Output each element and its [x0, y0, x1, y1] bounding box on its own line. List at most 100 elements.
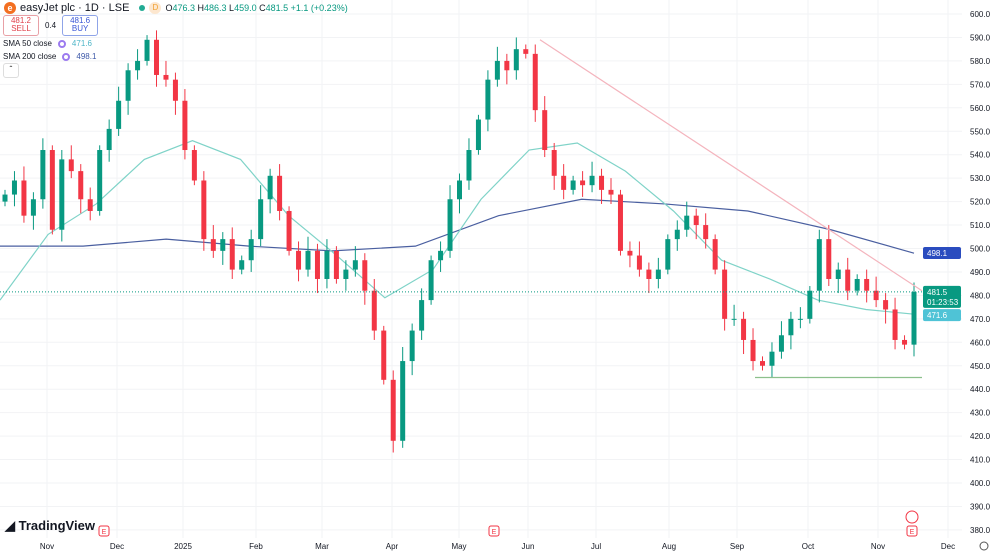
- sma50-line: [0, 139, 915, 315]
- candle-body: [580, 180, 586, 186]
- y-tick-label: 550.0: [970, 127, 991, 136]
- candle-body: [665, 239, 671, 270]
- earnings-icon: [488, 525, 500, 537]
- x-tick-label: May: [451, 542, 466, 551]
- x-tick-label: Sep: [730, 542, 745, 551]
- symbol-header: e easyJet plc · 1D · LSE D O476.3 H486.3…: [4, 2, 348, 14]
- candle-body: [816, 239, 822, 291]
- candle-body: [59, 159, 65, 230]
- candle-body: [542, 110, 548, 151]
- easyjet-logo: e: [4, 2, 16, 14]
- y-tick-label: 600.0: [970, 10, 991, 19]
- candle-body: [144, 39, 150, 61]
- sell-price: 481.2: [10, 16, 32, 25]
- indicator-settings-icon[interactable]: [57, 39, 66, 48]
- indicator-settings-icon[interactable]: [62, 52, 71, 61]
- earnings-marker: E: [102, 529, 107, 536]
- candle-body: [97, 150, 103, 211]
- candle-body: [674, 229, 680, 240]
- y-tick-label: 420.0: [970, 432, 991, 441]
- change-value: +1.1 (+0.23%): [290, 3, 348, 13]
- candle-body: [210, 239, 216, 251]
- buy-label: BUY: [71, 24, 89, 33]
- x-tick-label: Aug: [662, 542, 676, 551]
- indicator-sma50[interactable]: SMA 50 close 471.6: [3, 39, 92, 48]
- candle-body: [220, 239, 226, 251]
- candle-body: [343, 269, 349, 279]
- trade-panel: 481.2 SELL 0.4 481.6 BUY: [3, 15, 99, 36]
- ohlc-values: O476.3 H486.3 L459.0 C481.5 +1.1 (+0.23%…: [165, 3, 347, 13]
- candle-body: [902, 339, 908, 345]
- earnings-marker: E: [492, 529, 497, 536]
- y-tick-label: 380.0: [970, 526, 991, 535]
- candle-body: [627, 250, 633, 256]
- candle-body: [712, 239, 718, 270]
- candle-body: [286, 210, 292, 251]
- candle-body: [599, 175, 605, 190]
- earnings-icon: [906, 525, 918, 537]
- candle-body: [589, 175, 595, 186]
- low-label: L: [229, 3, 235, 13]
- candle-body: [296, 250, 302, 270]
- candle-body: [722, 269, 728, 319]
- x-tick-label: 2025: [174, 542, 192, 551]
- candle-body: [419, 300, 425, 331]
- candle-body: [760, 361, 765, 366]
- sell-label: SELL: [11, 24, 31, 33]
- indicator-sma200[interactable]: SMA 200 close 498.1: [3, 52, 96, 61]
- candle-body: [778, 335, 784, 352]
- y-tick-label: 500.0: [970, 245, 991, 254]
- sma50-price-label-bg: [923, 309, 961, 322]
- sma50-price-label: 471.6: [927, 311, 948, 320]
- candle-body: [769, 351, 775, 366]
- y-tick-label: 560.0: [970, 104, 991, 113]
- x-tick-label: Mar: [315, 542, 329, 551]
- candle-body: [797, 318, 803, 320]
- sma200-price-label-bg: [923, 246, 961, 259]
- y-tick-label: 460.0: [970, 338, 991, 347]
- indicator-label: SMA 200 close: [3, 52, 57, 61]
- candle-body: [400, 361, 406, 441]
- candle-body: [608, 189, 614, 195]
- candle-body: [314, 250, 320, 279]
- candle-body: [106, 128, 112, 151]
- candle-body: [807, 290, 813, 319]
- candle-body: [617, 194, 623, 251]
- earnings-icon: [98, 525, 110, 537]
- low-value: 459.0: [234, 3, 257, 13]
- candle-body: [636, 255, 642, 270]
- candle-body: [2, 194, 8, 202]
- spread: 0.4: [45, 21, 57, 30]
- buy-button[interactable]: 481.6 BUY: [62, 15, 99, 36]
- candle-body: [646, 269, 652, 279]
- candle-body: [390, 379, 396, 441]
- brand-name: TradingView: [18, 518, 95, 533]
- candle-body: [438, 250, 444, 261]
- indicator-label: SMA 50 close: [3, 39, 52, 48]
- candle-body: [116, 100, 122, 129]
- candle-body: [788, 318, 794, 336]
- candle-body: [239, 260, 245, 270]
- chevron-up-icon[interactable]: ˆ: [3, 63, 19, 78]
- candle-body: [561, 175, 567, 190]
- candle-body: [135, 60, 141, 71]
- candle-body: [835, 269, 841, 279]
- candle-body: [163, 74, 169, 80]
- candle-body: [873, 290, 879, 301]
- candle-body: [201, 180, 207, 240]
- y-tick-label: 590.0: [970, 33, 991, 42]
- symbol-title[interactable]: easyJet plc · 1D · LSE: [20, 2, 130, 14]
- x-tick-label: Nov: [40, 542, 54, 551]
- sell-button[interactable]: 481.2 SELL: [3, 15, 39, 36]
- candle-body: [513, 49, 519, 71]
- candle-body: [475, 119, 481, 151]
- candle-body: [703, 225, 709, 240]
- tradingview-logo: ◢ TradingView: [5, 518, 95, 533]
- candle-body: [154, 39, 159, 75]
- y-tick-label: 430.0: [970, 409, 991, 418]
- candle-body: [684, 215, 690, 230]
- candle-body: [49, 150, 55, 230]
- close-label: C: [259, 3, 266, 13]
- y-tick-label: 410.0: [970, 456, 991, 465]
